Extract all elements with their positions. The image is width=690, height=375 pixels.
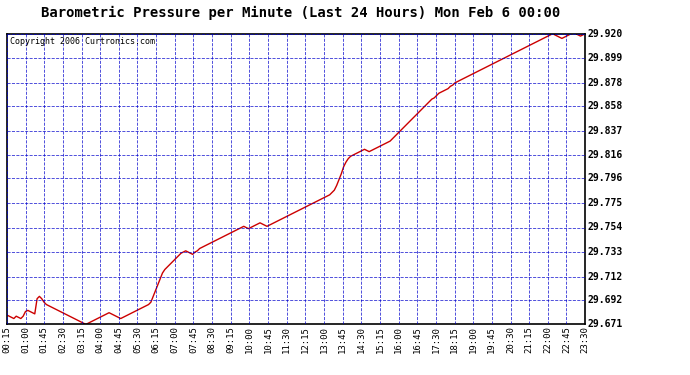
Text: 29.816: 29.816 [587, 150, 622, 160]
Text: 29.733: 29.733 [587, 247, 622, 257]
Text: 29.920: 29.920 [587, 29, 622, 39]
Text: 29.878: 29.878 [587, 78, 622, 88]
Text: 29.692: 29.692 [587, 295, 622, 305]
Text: 29.712: 29.712 [587, 272, 622, 282]
Text: 29.671: 29.671 [587, 320, 622, 329]
Text: 29.837: 29.837 [587, 126, 622, 136]
Text: 29.754: 29.754 [587, 222, 622, 232]
Text: 29.775: 29.775 [587, 198, 622, 208]
Text: Copyright 2006 Curtronics.com: Copyright 2006 Curtronics.com [10, 37, 155, 46]
Text: Barometric Pressure per Minute (Last 24 Hours) Mon Feb 6 00:00: Barometric Pressure per Minute (Last 24 … [41, 6, 560, 20]
Text: 29.796: 29.796 [587, 174, 622, 183]
Text: 29.858: 29.858 [587, 101, 622, 111]
Text: 29.899: 29.899 [587, 53, 622, 63]
